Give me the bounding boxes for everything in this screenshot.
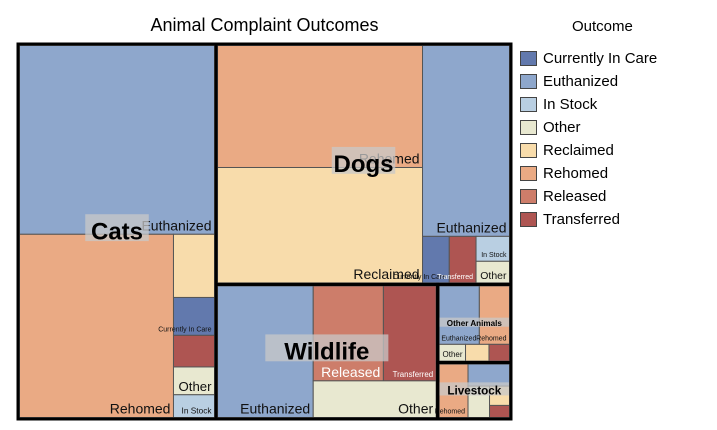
cell-label-wildlife-other: Other	[398, 401, 433, 417]
cell-label-dogs-euthanized: Euthanized	[436, 219, 506, 235]
cell-label-cats-in-stock: In Stock	[182, 406, 213, 416]
legend-label-currently-in-care: Currently In Care	[543, 50, 658, 67]
group-label-dogs: Dogs	[334, 151, 394, 178]
cell-label-wildlife-transferred: Transferred	[393, 370, 434, 379]
group-label-other-animals: Other Animals	[447, 319, 503, 328]
legend-label-released: Released	[543, 188, 607, 205]
cell-cats-euthanized	[19, 45, 216, 235]
cell-cats-other	[172, 366, 216, 396]
cell-label-dogs-other: Other	[480, 270, 507, 282]
group-label-wildlife: Wildlife	[284, 339, 369, 366]
cell-dogs-euthanized	[422, 45, 510, 237]
cell-cats-transferred	[172, 334, 216, 368]
cell-other-animals-euthanized	[438, 285, 480, 345]
cell-label-cats-other: Other	[179, 379, 213, 394]
cell-label-other-animals-other: Other	[443, 350, 463, 359]
cell-label-dogs-currently-in-care: Currently In Care	[393, 274, 446, 281]
legend-item-euthanized: Euthanized	[520, 70, 710, 93]
group-label-bg-wildlife	[265, 334, 389, 362]
legend-label-transferred: Transferred	[543, 211, 620, 228]
legend-item-in-stock: In Stock	[520, 93, 710, 116]
group-border-cats	[16, 42, 218, 421]
legend-swatch-rehomed	[520, 166, 537, 181]
cell-livestock-transferred	[489, 404, 510, 418]
cell-wildlife-transferred	[382, 285, 437, 382]
legend-label-reclaimed: Reclaimed	[543, 142, 614, 159]
group-label-livestock: Livestock	[447, 385, 501, 398]
cell-label-wildlife-released: Released	[321, 364, 380, 380]
legend-items: Currently In Care Euthanized In Stock Other…	[520, 47, 710, 231]
chart-title: Animal Complaint Outcomes	[150, 15, 379, 35]
cell-label-dogs-reclaimed: Reclaimed	[353, 266, 419, 282]
legend-swatch-reclaimed	[520, 143, 537, 158]
cell-wildlife-other	[312, 380, 437, 418]
legend-label-euthanized: Euthanized	[543, 73, 619, 90]
legend-item-transferred: Transferred	[520, 208, 710, 231]
legend-swatch-currently-in-care	[520, 51, 537, 66]
group-label-cats: Cats	[91, 218, 143, 245]
cell-label-cats-rehomed: Rehomed	[110, 401, 171, 417]
group-border-livestock	[436, 361, 513, 421]
cell-label-cats-euthanized: Euthanized	[141, 217, 211, 233]
cell-dogs-transferred	[448, 235, 477, 284]
legend-label-other: Other	[543, 119, 581, 136]
legend-item-released: Released	[520, 185, 710, 208]
cell-cats-rehomed	[19, 233, 174, 418]
legend-item-currently-in-care: Currently In Care	[520, 47, 710, 70]
legend-swatch-transferred	[520, 212, 537, 227]
group-label-bg-cats	[85, 214, 149, 242]
legend-item-rehomed: Rehomed	[520, 162, 710, 185]
cell-cats-currently-in-care	[172, 296, 216, 336]
cell-label-livestock-rehomed: Rehomed	[435, 409, 465, 416]
cell-label-other-animals-rehomed: Rehomed	[476, 335, 506, 342]
cell-other-animals-reclaimed	[465, 343, 490, 362]
cell-label-dogs-transferred: Transferred	[437, 274, 473, 281]
legend-item-other: Other	[520, 116, 710, 139]
legend-swatch-released	[520, 189, 537, 204]
legend-swatch-euthanized	[520, 74, 537, 89]
legend-label-rehomed: Rehomed	[543, 165, 609, 182]
legend-swatch-in-stock	[520, 97, 537, 112]
legend-item-reclaimed: Reclaimed	[520, 139, 710, 162]
cell-label-wildlife-euthanized: Euthanized	[240, 401, 310, 417]
cell-other-animals-transferred	[488, 343, 511, 362]
cell-label-dogs-in-stock: In Stock	[481, 252, 507, 259]
cell-label-cats-currently-in-care: Currently In Care	[158, 326, 211, 333]
legend: Outcome Currently In Care Euthanized In St…	[520, 18, 710, 231]
cell-cats-reclaimed	[172, 233, 216, 298]
group-label-bg-livestock	[439, 382, 509, 396]
legend-label-in-stock: In Stock	[543, 96, 598, 113]
legend-title: Outcome	[572, 18, 633, 35]
group-label-bg-dogs	[331, 146, 396, 174]
group-label-bg-other-animals	[439, 317, 509, 327]
legend-swatch-other	[520, 120, 537, 135]
cell-label-other-animals-euthanized: Euthanized	[441, 335, 476, 342]
cell-dogs-in-stock	[475, 235, 511, 262]
